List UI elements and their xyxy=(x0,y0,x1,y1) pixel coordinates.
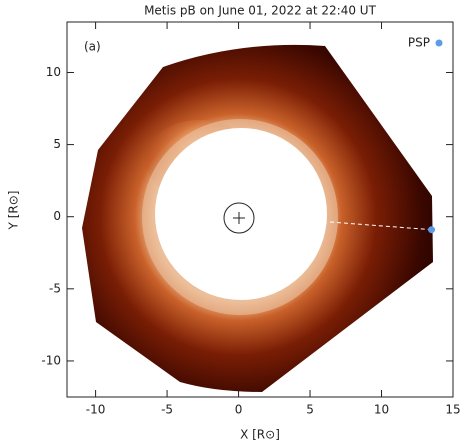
y-tick-label: 5 xyxy=(53,137,61,151)
x-tick-label: 10 xyxy=(374,403,389,417)
legend-marker xyxy=(436,40,443,47)
psp-position xyxy=(428,226,435,233)
legend-label: PSP xyxy=(408,36,430,50)
x-tick-label: -10 xyxy=(86,403,106,417)
panel-label: (a) xyxy=(84,40,101,54)
y-tick-label: 10 xyxy=(46,65,61,79)
y-tick-label: -10 xyxy=(41,353,61,367)
y-tick-label: -5 xyxy=(49,281,61,295)
y-tick-label: 0 xyxy=(53,209,61,223)
chart: Metis pB on June 01, 2022 at 22:40 UT X … xyxy=(0,0,467,443)
y-axis-label: Y [R⊙] xyxy=(7,191,21,231)
x-axis-label: X [R⊙] xyxy=(240,428,280,442)
x-tick-label: 15 xyxy=(445,403,460,417)
x-tick-label: 5 xyxy=(306,403,314,417)
occulter xyxy=(155,128,327,300)
x-tick-label: 0 xyxy=(235,403,243,417)
x-tick-label: -5 xyxy=(161,403,173,417)
chart-title: Metis pB on June 01, 2022 at 22:40 UT xyxy=(144,4,377,18)
